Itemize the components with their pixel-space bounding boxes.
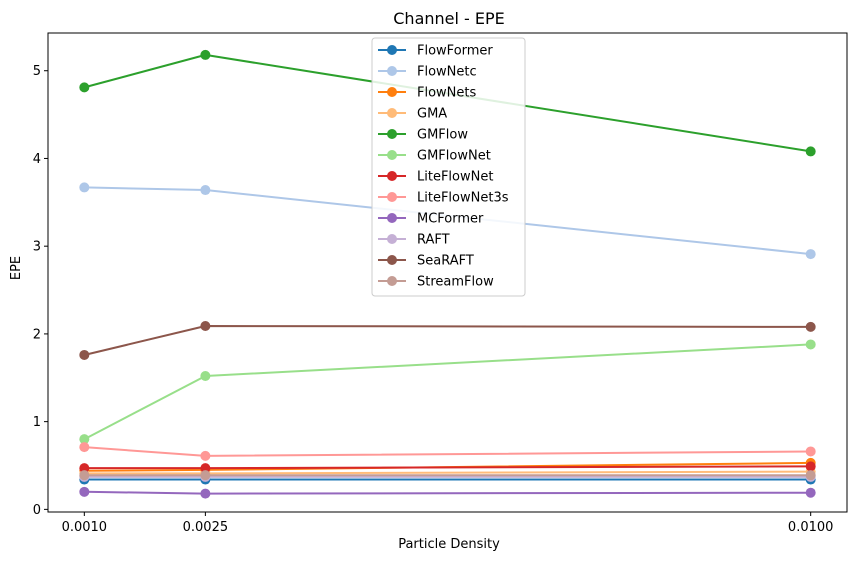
legend-label-raft: RAFT <box>417 233 450 248</box>
data-point-liteflownet <box>200 463 211 474</box>
data-point-liteflownet <box>805 461 816 472</box>
y-tick-label: 4 <box>33 152 41 167</box>
series-line-liteflownet <box>84 465 811 470</box>
legend-marker-streamflow <box>387 276 397 286</box>
data-point-gmflow <box>200 49 211 60</box>
legend: FlowFormer FlowNetc FlowNets GMA GMFlow GMFlo… <box>371 37 526 297</box>
legend-label-flownetc: FlowNetc <box>417 65 477 80</box>
legend-label-gma: GMA <box>417 107 447 122</box>
data-point-liteflownet <box>79 463 90 474</box>
legend-label-streamflow: StreamFlow <box>417 275 494 290</box>
data-point-mcformer <box>805 487 816 498</box>
legend-marker-flowformer <box>387 45 397 55</box>
data-point-gmflownet <box>200 371 211 382</box>
legend-marker-mcformer <box>387 213 397 223</box>
legend-label-liteflownet: LiteFlowNet <box>417 170 493 185</box>
chart-title: Channel - EPE <box>393 9 505 28</box>
legend-label-gmflownet: GMFlowNet <box>417 149 491 164</box>
data-point-liteflownet3s <box>805 446 816 457</box>
series-line-gmflownet <box>83 343 811 441</box>
x-tick-label: 0.0025 <box>183 520 229 535</box>
legend-marker-gma <box>387 108 397 118</box>
legend-marker-searaft <box>387 255 397 265</box>
legend-marker-flownets <box>387 87 397 97</box>
y-tick-label: 0 <box>33 503 41 518</box>
series-line-mcformer <box>84 490 811 495</box>
legend-marker-gmflownet <box>387 150 397 160</box>
legend-label-gmflow: GMFlow <box>417 128 468 143</box>
data-point-mcformer <box>79 486 90 497</box>
legend-label-searaft: SeaRAFT <box>417 254 474 269</box>
data-point-flownetc <box>79 182 90 193</box>
legend-marker-gmflow <box>387 129 397 139</box>
legend-marker-liteflownet <box>387 171 397 181</box>
legend-label-flownets: FlowNets <box>417 86 476 101</box>
data-point-flownetc <box>200 185 211 196</box>
data-point-gmflow <box>79 82 90 93</box>
data-point-mcformer <box>200 488 211 499</box>
series-line-liteflownet3s <box>84 446 811 457</box>
data-point-streamflow <box>79 470 90 481</box>
data-point-streamflow <box>805 470 816 481</box>
plot-area: 0 1 2 3 4 5 0.0010 0.0025 0.0100 <box>33 32 848 535</box>
x-tick-label: 0.0100 <box>788 520 834 535</box>
data-point-searaft <box>805 321 816 332</box>
legend-label-flowformer: FlowFormer <box>417 44 493 59</box>
y-tick-label: 1 <box>33 415 41 430</box>
data-point-gmflow <box>805 146 816 157</box>
data-point-liteflownet3s <box>79 442 90 453</box>
legend-label-mcformer: MCFormer <box>417 212 484 227</box>
data-point-gmflownet <box>805 339 816 350</box>
y-tick-label: 5 <box>33 64 41 79</box>
axes-frame <box>47 32 848 513</box>
series-line-gma <box>84 470 811 475</box>
x-tick-label: 0.0010 <box>62 520 108 535</box>
legend-box <box>371 37 526 297</box>
data-point-searaft <box>200 321 211 332</box>
data-point-searaft <box>79 349 90 360</box>
legend-label-liteflownet3s: LiteFlowNet3s <box>417 191 509 206</box>
y-axis-title: EPE <box>9 256 24 280</box>
data-point-flownetc <box>805 249 816 260</box>
data-point-liteflownet3s <box>200 450 211 461</box>
legend-marker-raft <box>387 234 397 244</box>
y-tick-label: 2 <box>33 327 41 342</box>
data-point-gmflownet <box>79 434 90 445</box>
data-point-streamflow <box>200 470 211 481</box>
y-tick-label: 3 <box>33 240 41 255</box>
x-axis-title: Particle Density <box>398 537 500 552</box>
legend-marker-flownetc <box>387 66 397 76</box>
legend-marker-liteflownet3s <box>387 192 397 202</box>
